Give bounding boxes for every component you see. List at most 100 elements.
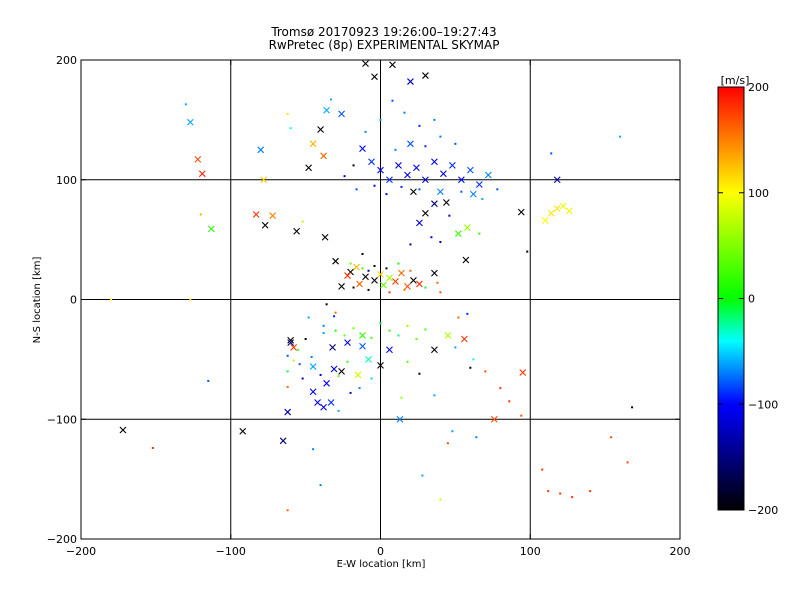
x-tick-label: −100 bbox=[216, 545, 246, 558]
data-point-dot bbox=[526, 250, 529, 253]
data-point-cross bbox=[392, 278, 399, 285]
data-point-cross bbox=[359, 332, 366, 339]
colorbar-tick-label: 0 bbox=[748, 293, 755, 306]
data-point-dot bbox=[433, 394, 436, 397]
data-point-cross bbox=[407, 78, 414, 85]
data-point-dot bbox=[373, 264, 376, 267]
data-point-dot bbox=[388, 329, 391, 332]
data-point-cross bbox=[431, 269, 438, 277]
data-point-dot bbox=[439, 135, 442, 138]
data-point-cross bbox=[323, 106, 330, 114]
data-point-cross bbox=[362, 273, 369, 281]
x-tick-label: 0 bbox=[377, 545, 384, 558]
data-point-dot bbox=[346, 360, 349, 363]
data-point-dot bbox=[520, 414, 523, 417]
data-point-dot bbox=[406, 324, 409, 327]
data-point-cross bbox=[377, 361, 384, 369]
data-point-cross bbox=[287, 339, 295, 346]
data-point-dot bbox=[373, 184, 376, 187]
data-point-dot bbox=[469, 366, 472, 369]
data-point-dot bbox=[286, 509, 289, 512]
data-point-dot bbox=[478, 232, 481, 235]
y-tick-label: −200 bbox=[47, 533, 77, 546]
data-point-cross bbox=[309, 140, 317, 148]
data-point-dot bbox=[619, 135, 622, 138]
data-point-cross bbox=[463, 224, 471, 232]
data-point-dot bbox=[484, 370, 487, 373]
data-point-dot bbox=[361, 252, 364, 255]
data-point-dot bbox=[307, 316, 310, 319]
data-point-dot bbox=[439, 241, 442, 244]
y-tick-label: 200 bbox=[56, 54, 77, 67]
colorbar-label: [m/s] bbox=[721, 74, 750, 87]
data-point-cross bbox=[517, 208, 525, 216]
data-point-cross bbox=[380, 281, 387, 289]
y-tick-label: 0 bbox=[70, 294, 77, 307]
data-point-dot bbox=[499, 387, 502, 390]
data-point-dot bbox=[199, 213, 202, 216]
x-tick-label: 200 bbox=[670, 545, 691, 558]
data-point-cross bbox=[284, 408, 292, 416]
data-point-dot bbox=[352, 286, 355, 289]
data-point-cross bbox=[186, 118, 194, 126]
data-point-cross bbox=[410, 188, 417, 196]
data-point-cross bbox=[416, 219, 423, 227]
data-point-cross bbox=[330, 365, 338, 373]
data-point-dot bbox=[385, 193, 388, 196]
colorbar-tick-label: 200 bbox=[748, 81, 769, 94]
data-point-cross bbox=[431, 346, 438, 354]
data-point-dot bbox=[289, 127, 292, 130]
data-point-dot bbox=[626, 461, 629, 464]
data-point-dot bbox=[424, 145, 427, 148]
data-point-dot bbox=[333, 315, 336, 318]
data-point-cross bbox=[462, 256, 470, 264]
data-point-dot bbox=[388, 291, 391, 294]
data-point-dot bbox=[301, 220, 304, 223]
data-point-dot bbox=[370, 336, 373, 339]
data-point-dot bbox=[439, 291, 442, 294]
data-point-dot bbox=[631, 406, 634, 409]
data-point-dot bbox=[433, 118, 436, 121]
data-point-cross bbox=[338, 367, 345, 375]
data-point-dot bbox=[424, 328, 427, 331]
y-tick-label: −100 bbox=[47, 413, 77, 426]
data-point-dot bbox=[460, 190, 463, 193]
data-point-dot bbox=[409, 243, 412, 246]
data-point-cross bbox=[547, 209, 555, 217]
data-point-cross bbox=[317, 126, 324, 133]
data-point-cross bbox=[119, 426, 127, 434]
data-point-cross bbox=[305, 164, 313, 172]
data-point-cross bbox=[338, 282, 345, 290]
data-point-dot bbox=[385, 267, 388, 270]
data-point-dot bbox=[379, 322, 382, 325]
data-point-cross bbox=[198, 170, 206, 178]
data-point-dot bbox=[364, 130, 367, 133]
data-point-dot bbox=[421, 474, 424, 477]
data-point-dot bbox=[454, 346, 457, 349]
data-point-cross bbox=[448, 161, 456, 169]
data-point-dot bbox=[559, 492, 562, 495]
data-point-cross bbox=[404, 171, 411, 179]
data-point-dot bbox=[496, 188, 499, 191]
data-point-cross bbox=[559, 202, 567, 210]
chart-title: Tromsø 20170923 19:26:00–19:27:43 bbox=[270, 25, 496, 39]
data-point-cross bbox=[457, 176, 465, 184]
data-point-dot bbox=[349, 391, 352, 394]
data-point-dot bbox=[286, 370, 289, 373]
data-point-cross bbox=[410, 276, 417, 284]
data-point-dot bbox=[298, 363, 301, 366]
data-point-cross bbox=[431, 200, 438, 208]
x-tick-label: −200 bbox=[66, 545, 96, 558]
data-point-cross bbox=[422, 209, 429, 217]
data-point-dot bbox=[451, 430, 454, 433]
data-point-cross bbox=[407, 140, 414, 148]
data-point-dot bbox=[286, 112, 289, 115]
data-point-dot bbox=[424, 286, 427, 289]
data-point-cross bbox=[377, 270, 384, 278]
data-point-dot bbox=[409, 269, 412, 272]
data-point-cross bbox=[314, 399, 321, 406]
data-point-dot bbox=[400, 185, 403, 188]
data-point-cross bbox=[329, 344, 336, 351]
data-point-dot bbox=[454, 142, 457, 145]
